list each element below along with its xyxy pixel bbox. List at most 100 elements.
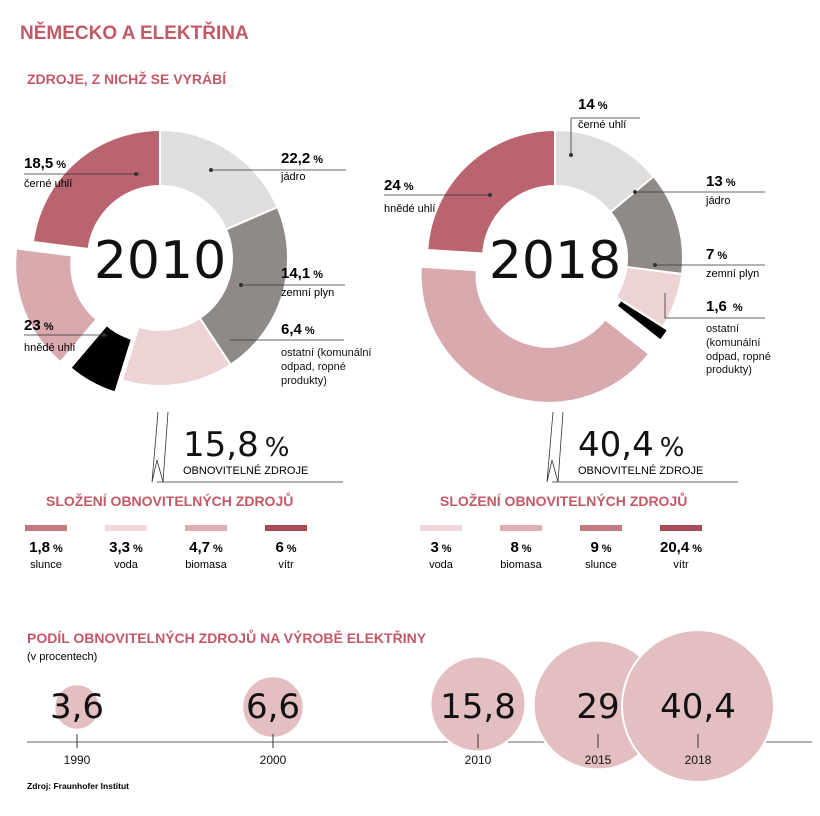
- legend-2010-value-vitr: 6%: [275, 539, 296, 556]
- label-2018-ostatni-1: ostatní: [706, 323, 739, 335]
- year-label-2010: 2010: [465, 753, 492, 767]
- renewables-label-2018: OBNOVITELNÉ ZDROJE: [578, 464, 703, 477]
- renewables-legend-2010: 1,8 % slunce 3,3 % voda 4,7 % biomasa 6 % vítr: [25, 525, 307, 571]
- pointer-2010-renewables: [151, 411, 343, 483]
- timeline-subtitle: (v procentech): [27, 651, 97, 663]
- legend-2018-value-slunce: 9%: [590, 539, 611, 556]
- renewables-total-2010: 15,8: [183, 425, 259, 465]
- renewables-label-2010: OBNOVITELNÉ ZDROJE: [183, 464, 308, 477]
- label-2018-hnede-uhli: hnědé uhlí: [384, 203, 435, 215]
- svg-text:40,4%: 40,4%: [578, 425, 684, 465]
- legend-2010-bar-voda: [105, 525, 147, 531]
- legend-2010-bar-biomasa: [185, 525, 227, 531]
- renewables-legend-2018: 3 % voda 8 % biomasa 9 % slunce 20,4 % vítr: [420, 525, 702, 571]
- timeline-bubbles: 3,6 1990 6,6 2000 15,8 2010 29 2015 40,4 2018: [50, 629, 775, 783]
- donut-2010-slice-4: [14, 247, 99, 364]
- donut-2018-slice-3: [615, 298, 670, 342]
- label-2018-jadro: jádro: [705, 195, 730, 207]
- svg-text:6,4%: 6,4%: [281, 321, 315, 338]
- callout-2018-hnede-uhli: 24% hnědé uhlí: [384, 177, 492, 215]
- svg-text:14,1%: 14,1%: [281, 265, 323, 282]
- donut-2018-slice-4: [419, 265, 651, 404]
- renewables-heading-2018: SLOŽENÍ OBNOVITELNÝCH ZDROJŮ: [440, 491, 687, 509]
- bubble-value-2018: 40,4: [660, 687, 736, 727]
- svg-text:22,2%: 22,2%: [281, 150, 323, 167]
- legend-2018-value-biomasa: 8%: [510, 539, 531, 556]
- label-2010-hnede-uhli: hnědé uhlí: [24, 342, 75, 354]
- svg-text:24%: 24%: [384, 177, 414, 194]
- label-2018-ostatni-4: produkty): [706, 364, 752, 376]
- year-label-1990: 1990: [64, 753, 91, 767]
- label-2010-ostatni-2: odpad, ropné: [281, 361, 346, 373]
- bubble-2010: [429, 655, 527, 753]
- legend-2010-bar-slunce: [25, 525, 67, 531]
- renewables-total-2018: 40,4: [578, 425, 654, 465]
- year-label-2018: 2018: [685, 753, 712, 767]
- legend-2018-value-vitr: 20,4%: [660, 539, 702, 556]
- value-2018-zemni-plyn: 7: [706, 246, 714, 263]
- legend-2018-bar-vitr: [660, 525, 702, 531]
- svg-text:1,6%: 1,6%: [706, 298, 743, 315]
- donut-2010-year: 2010: [94, 231, 226, 291]
- value-2018-hnede-uhli: 24: [384, 177, 401, 194]
- value-2010-hnede-uhli: 23: [24, 317, 41, 334]
- year-label-2015: 2015: [585, 753, 612, 767]
- label-2010-jadro: jádro: [280, 171, 305, 183]
- donut-2010-slice-5: [31, 128, 161, 251]
- callout-2010-zemni-plyn: 14,1% zemní plyn: [239, 265, 345, 299]
- legend-2018-bar-biomasa: [500, 525, 542, 531]
- donut-2010-slice-3: [69, 323, 134, 394]
- value-2010-zemni-plyn: 14,1: [281, 265, 310, 282]
- svg-text:ostatní (komunální odpad: ostatní (komunální odpad, ropné produkty…: [281, 347, 375, 387]
- callout-2010-hnede-uhli: 23% hnědé uhlí: [24, 317, 108, 354]
- bubble-value-2010: 15,8: [440, 687, 516, 727]
- label-2010-zemni-plyn: zemní plyn: [281, 287, 334, 299]
- callout-2018-zemni-plyn: 7% zemní plyn: [653, 246, 765, 280]
- svg-text:14%: 14%: [578, 96, 608, 113]
- legend-2018-label-voda: voda: [429, 559, 454, 571]
- legend-2018-label-slunce: slunce: [585, 559, 617, 571]
- pointer-2018-renewables: [546, 411, 738, 483]
- value-2010-ostatni: 6,4: [281, 321, 303, 338]
- bubble-value-2015: 29: [576, 687, 619, 727]
- bubble-2018: [621, 629, 775, 783]
- donut-chart-2010: [14, 128, 289, 394]
- label-2018-cerne-uhli: černé uhlí: [578, 119, 626, 131]
- callout-2018-jadro: 13% jádro: [633, 173, 765, 207]
- label-2018-ostatni-2: (komunální: [706, 337, 760, 349]
- page-title: NĚMECKO A ELEKTŘINA: [20, 22, 249, 44]
- bubble-value-2000: 6,6: [246, 687, 300, 727]
- legend-2010-label-biomasa: biomasa: [185, 559, 227, 571]
- svg-text:ostatní (komunální: ostatní (komunální odpad, ropné produkty…: [706, 323, 774, 376]
- value-2010-cerne-uhli: 18,5: [24, 155, 53, 172]
- callout-2018-cerne-uhli: 14% černé uhlí: [569, 96, 640, 157]
- legend-2010-bar-vitr: [265, 525, 307, 531]
- value-2010-jadro: 22,2: [281, 150, 310, 167]
- donut-2018-slice-5: [426, 128, 556, 255]
- label-2018-zemni-plyn: zemní plyn: [706, 268, 759, 280]
- svg-text:18,5%: 18,5%: [24, 155, 66, 172]
- svg-text:13%: 13%: [706, 173, 736, 190]
- legend-2018-label-biomasa: biomasa: [500, 559, 542, 571]
- legend-2010-label-voda: voda: [114, 559, 139, 571]
- callout-2018-ostatni: 1,6% ostatní (komunální odpad, ropné pro…: [664, 293, 774, 376]
- legend-2010-value-slunce: 1,8%: [29, 539, 63, 556]
- bubble-value-1990: 3,6: [50, 687, 104, 727]
- legend-2018-label-vitr: vítr: [673, 559, 689, 571]
- value-2018-cerne-uhli: 14: [578, 96, 595, 113]
- donut-chart-2018: [419, 128, 684, 404]
- label-2010-ostatni-3: produkty): [281, 375, 327, 387]
- legend-2010-value-voda: 3,3%: [109, 539, 143, 556]
- callout-2010-ostatni: 6,4% ostatní (komunální odpad, ropné pro…: [230, 321, 375, 387]
- value-2018-ostatni: 1,6: [706, 298, 727, 315]
- callout-2010-jadro: 22,2% jádro: [209, 150, 346, 183]
- legend-2018-bar-voda: [420, 525, 462, 531]
- donut-2018-year: 2018: [489, 231, 621, 291]
- svg-text:7%: 7%: [706, 246, 727, 263]
- label-2010-ostatni-1: ostatní (komunální: [281, 347, 372, 359]
- sources-heading: ZDROJE, Z NICHŽ SE VYRÁBÍ: [27, 70, 227, 87]
- svg-text:15,8%: 15,8%: [183, 425, 289, 465]
- legend-2018-bar-slunce: [580, 525, 622, 531]
- donut-2010-slice-2: [120, 316, 232, 387]
